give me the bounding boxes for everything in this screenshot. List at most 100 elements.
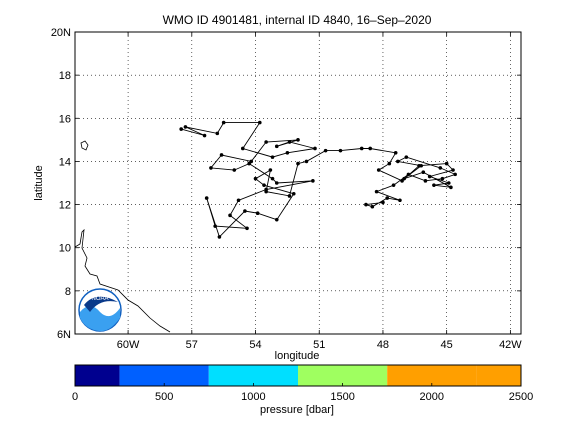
trajectory-points: [179, 120, 457, 239]
colorbar-segment: [208, 365, 298, 386]
trajectory-point: [274, 144, 279, 149]
colorbar-tick-label: 1500: [330, 391, 354, 403]
trajectory-point: [444, 161, 449, 166]
trajectory-line: [181, 122, 457, 238]
chart-title: WMO ID 4901481, internal ID 4840, 16–Sep…: [163, 13, 432, 27]
trajectory-point: [240, 146, 245, 151]
trajectory-point: [387, 161, 392, 166]
coastline-island: [80, 140, 89, 151]
x-tick-label: 60W: [117, 339, 140, 351]
trajectory-point: [179, 127, 183, 131]
trajectory-point: [419, 163, 423, 168]
colorbar-tick-label: 2500: [509, 391, 533, 403]
trajectory-point: [451, 168, 455, 172]
trajectory-point: [264, 189, 268, 194]
trajectory-point: [291, 191, 296, 196]
trajectory-point: [219, 153, 224, 157]
colorbar-tick-label: 2000: [420, 391, 444, 403]
trajectory-point: [287, 140, 292, 144]
trajectory-point: [421, 170, 426, 175]
trajectory-point: [374, 189, 379, 194]
trajectory-point: [376, 168, 381, 172]
x-tick-label: 48: [377, 339, 389, 351]
x-tick-label: 57: [186, 339, 198, 351]
noaa-logo-wave: [80, 306, 120, 332]
trajectory-point: [255, 211, 260, 215]
trajectory-point: [406, 172, 411, 177]
trajectory-point: [232, 168, 237, 172]
trajectory-point: [313, 146, 317, 151]
y-tick-label: 18: [59, 70, 71, 82]
x-tick-label: 45: [441, 339, 453, 351]
trajectory-point: [228, 213, 232, 218]
plot-area: NOAA: [74, 31, 522, 335]
colorbar-tick-label: 500: [155, 391, 173, 403]
noaa-logo: NOAA: [78, 288, 122, 332]
x-axis-label: longitude: [275, 350, 320, 362]
trajectory-point: [440, 176, 445, 181]
noaa-logo-bird: [84, 296, 118, 312]
trajectory-point: [245, 226, 249, 231]
trajectory-point: [209, 166, 213, 170]
trajectory-point: [423, 179, 428, 183]
y-tick-label: 10: [59, 243, 71, 255]
trajectory-point: [204, 196, 209, 200]
x-tick-label: 54: [249, 339, 261, 351]
colorbar-segment: [119, 365, 209, 386]
trajectory-point: [268, 168, 273, 172]
trajectory-point: [243, 209, 247, 213]
x-axis: 60W 57 54 51 48 45 42W: [117, 32, 522, 351]
trajectory-point: [253, 176, 258, 181]
trajectory-point: [202, 133, 207, 138]
trajectory-point: [404, 155, 409, 159]
trajectory-point: [393, 151, 398, 155]
x-tick-label: 51: [313, 339, 325, 351]
y-tick-label: 12: [59, 200, 71, 212]
trajectory-point: [264, 140, 268, 144]
trajectory-point: [402, 176, 406, 181]
trajectory-point: [385, 196, 390, 200]
colorbar-segment: [476, 365, 521, 386]
trajectory-point: [396, 159, 400, 164]
trajectory-point: [287, 194, 292, 198]
noaa-logo-text: NOAA: [91, 296, 108, 302]
trajectory-point: [432, 183, 436, 187]
y-tick-label: 20N: [51, 27, 71, 39]
trajectory-point: [449, 185, 453, 190]
trajectory-point: [296, 161, 300, 166]
trajectory-point: [370, 204, 375, 209]
y-axis-label: latitude: [33, 165, 45, 200]
colorbar-segment: [298, 365, 388, 386]
coastline-south-america: [74, 228, 171, 333]
trajectory-point: [285, 151, 290, 155]
trajectory-point: [257, 120, 262, 125]
trajectory-point: [427, 174, 432, 179]
trajectory-point: [215, 131, 220, 136]
trajectory-point: [213, 224, 217, 228]
y-tick-label: 14: [59, 156, 71, 168]
trajectory-point: [311, 179, 315, 183]
colorbar-frame: [74, 364, 522, 387]
y-axis: 6N 8 10 12 14 16 18 20N: [51, 27, 521, 341]
trajectory-point: [398, 198, 402, 203]
trajectory-point: [364, 202, 368, 207]
trajectory-point: [236, 198, 241, 203]
trajectory-point: [274, 217, 279, 222]
trajectory-point: [446, 181, 451, 185]
pressure-colorbar: 0 500 1000 1500 2000 2500: [72, 364, 533, 403]
trajectory-point: [453, 172, 457, 177]
colorbar-tick-label: 0: [72, 391, 78, 403]
trajectory-point: [368, 146, 373, 151]
trajectory-point: [381, 200, 385, 205]
float-trajectory: [181, 122, 457, 238]
trajectory-point: [262, 183, 266, 187]
colorbar-label: pressure [dbar]: [260, 404, 334, 416]
coastline: [74, 140, 171, 333]
trajectory-point: [304, 159, 309, 164]
trajectory-point: [270, 155, 275, 159]
trajectory-point: [296, 138, 300, 142]
y-tick-label: 8: [65, 286, 71, 298]
y-tick-label: 6N: [57, 329, 71, 341]
colorbar-segment: [387, 365, 477, 386]
